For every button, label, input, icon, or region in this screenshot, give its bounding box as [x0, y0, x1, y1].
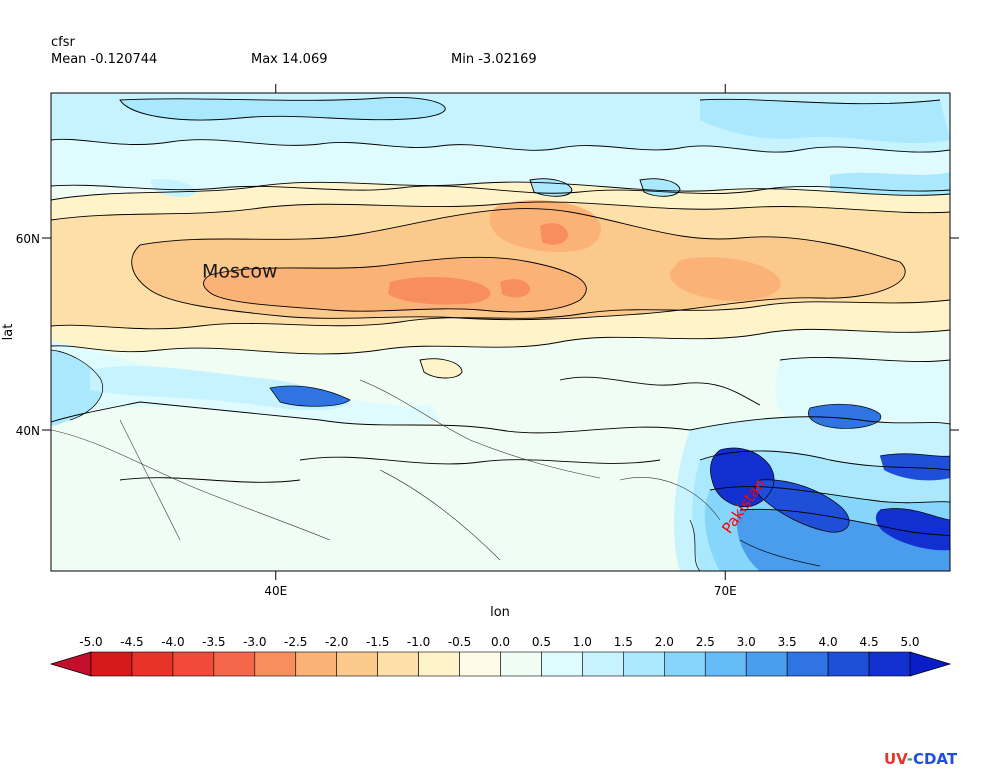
uvcdat-logo: UV-CDAT [884, 750, 958, 768]
place-label-moscow: Moscow [202, 261, 278, 283]
colorbar-swatch [868, 651, 911, 677]
min-value: Min -3.02169 [451, 52, 537, 67]
colorbar-swatch [254, 651, 297, 677]
colorbar-level-label: -4.0 [161, 635, 184, 649]
colorbar-swatch [500, 651, 542, 677]
contour-band [880, 453, 950, 481]
contour-band [120, 97, 446, 120]
colorbar-under-arrow [49, 651, 92, 677]
colorbar-level-label: 2.5 [696, 635, 715, 649]
y-tick-label-60n: 60N [16, 232, 40, 246]
colorbar-swatch [786, 651, 829, 677]
colorbar-level-label: -5.0 [79, 635, 102, 649]
contour-field [51, 93, 950, 571]
colorbar-level-label: -3.5 [202, 635, 225, 649]
colorbar-swatch [827, 651, 870, 677]
y-ticks [42, 237, 959, 431]
colorbar-swatch [745, 651, 788, 677]
colorbar-swatch [172, 651, 215, 677]
colorbar-level-label: 5.0 [900, 635, 919, 649]
colorbar-over-arrow [909, 651, 952, 677]
colorbar-swatch [90, 651, 133, 677]
contour-band [669, 257, 781, 302]
colorbar-level-label: 3.0 [737, 635, 756, 649]
colorbar-level-label: 2.0 [655, 635, 674, 649]
colorbar-swatch [582, 651, 624, 677]
colorbar-level-label: 0.5 [532, 635, 551, 649]
colorbar-swatch [377, 651, 419, 677]
colorbar-level-label: -4.5 [120, 635, 143, 649]
x-tick-label-70e: 70E [714, 584, 737, 598]
contour-band [51, 350, 103, 426]
colorbar-swatch [541, 651, 583, 677]
colorbar-level-label: -3.0 [243, 635, 266, 649]
dataset-name: cfsr [51, 35, 75, 50]
contour-band [530, 178, 572, 197]
colorbar-swatch [623, 651, 665, 677]
mean-value: Mean -0.120744 [51, 52, 158, 67]
colorbar-swatch [336, 651, 378, 677]
colorbar-level-label: -0.5 [448, 635, 471, 649]
colorbar-swatch [213, 651, 256, 677]
colorbar-level-label: -2.5 [284, 635, 307, 649]
colorbar-level-label: 4.0 [819, 635, 838, 649]
colorbar-level-label: 1.5 [614, 635, 633, 649]
y-axis-title: lat [1, 324, 16, 341]
y-tick-label-40n: 40N [16, 424, 40, 438]
colorbar-level-label: 0.0 [491, 635, 510, 649]
colorbar-swatch [418, 651, 460, 677]
contour-band [875, 508, 950, 551]
colorbar-level-label: -1.0 [407, 635, 430, 649]
colorbar-swatch [459, 651, 501, 677]
contour-band [500, 279, 530, 298]
contour-band [808, 404, 881, 429]
max-value: Max 14.069 [251, 52, 328, 67]
x-axis-title: lon [490, 605, 510, 620]
colorbar-level-label: -2.0 [325, 635, 348, 649]
x-tick-label-40e: 40E [264, 584, 287, 598]
contour-band [700, 99, 950, 144]
plot-frame [50, 92, 951, 572]
contour-band [755, 479, 850, 533]
contour-band [540, 223, 568, 245]
colorbar-swatch [663, 651, 706, 677]
colorbar-swatch [704, 651, 747, 677]
colorbar-level-label: 1.0 [573, 635, 592, 649]
colorbar-level-label: 4.5 [860, 635, 879, 649]
contour-band [775, 357, 950, 422]
colorbar: -5.0 -4.5 -4.0 -3.5 -3.0 -2.5 -2.0 -1.5 -1.0 -0.5… [49, 635, 952, 677]
x-ticks [275, 84, 726, 580]
colorbar-swatch [131, 651, 174, 677]
colorbar-level-label: 3.5 [778, 635, 797, 649]
colorbar-swatch [295, 651, 338, 677]
colorbar-level-label: -1.5 [366, 635, 389, 649]
contour-band [420, 358, 462, 378]
contour-band [270, 385, 350, 407]
contour-band [388, 276, 491, 305]
contour-band [736, 509, 950, 571]
